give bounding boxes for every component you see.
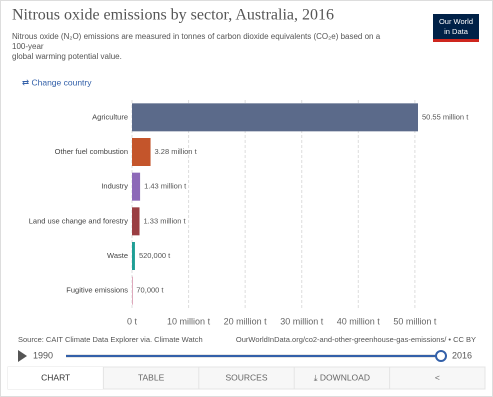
y-tick-label: Fugitive emissions [66, 286, 128, 295]
y-tick-label: Industry [101, 182, 128, 191]
bar [132, 242, 135, 270]
tab[interactable]: ⤓ DOWNLOAD [314, 372, 370, 382]
bar [132, 276, 133, 305]
bar [132, 103, 418, 132]
timeline-end: 2016 [452, 350, 472, 360]
value-label: 50.55 million t [422, 112, 469, 121]
x-tick-label: 10 million t [167, 316, 211, 326]
value-label: 1.33 million t [144, 216, 187, 225]
timeline-handle[interactable] [435, 350, 447, 362]
logo-text: Our World [439, 17, 473, 26]
x-tick-label: 50 million t [393, 316, 437, 326]
value-label: 3.28 million t [155, 147, 198, 156]
play-button[interactable] [18, 350, 27, 362]
logo-bar [433, 39, 479, 42]
logo [433, 14, 479, 42]
tab[interactable]: < [435, 372, 440, 382]
value-label: 520,000 t [139, 251, 171, 260]
y-tick-label: Waste [107, 251, 128, 260]
tab[interactable]: TABLE [138, 372, 165, 382]
x-tick-label: 40 million t [337, 316, 381, 326]
source: Source: CAIT Climate Data Explorer via. … [18, 335, 203, 344]
tab[interactable]: CHART [41, 372, 70, 382]
bar [132, 172, 141, 201]
chart-title: Nitrous oxide emissions by sector, Austr… [12, 7, 334, 24]
x-tick-label: 0 t [127, 316, 138, 326]
subtitle: 100-year [12, 42, 44, 51]
bar [132, 207, 140, 236]
subtitle: global warming potential value. [12, 52, 122, 61]
y-tick-label: Other fuel combustion [55, 147, 128, 156]
value-label: 1.43 million t [144, 182, 187, 191]
logo-text: in Data [444, 27, 469, 36]
bar [132, 138, 151, 166]
x-tick-label: 30 million t [280, 316, 324, 326]
y-tick-label: Agriculture [92, 112, 128, 121]
y-tick-label: Land use change and forestry [29, 216, 128, 225]
subtitle: Nitrous oxide (N₂O) emissions are measur… [12, 32, 381, 41]
timeline-start: 1990 [33, 350, 53, 360]
url: OurWorldInData.org/co2-and-other-greenho… [236, 335, 476, 344]
change-country[interactable]: ⇄ Change country [22, 77, 92, 87]
tab[interactable]: SOURCES [225, 372, 267, 382]
x-tick-label: 20 million t [224, 316, 268, 326]
tab-active [8, 367, 104, 389]
value-label: 70,000 t [136, 286, 164, 295]
